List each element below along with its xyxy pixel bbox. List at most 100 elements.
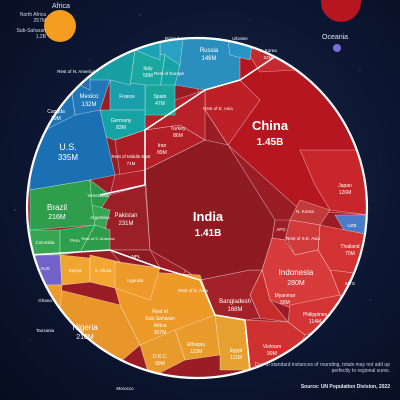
label-rest-ssa-name-1: Rest of [152,309,168,315]
legend-sub-saharan-value: 1.2B [35,34,46,40]
label-spain-name: Spain [154,94,167,100]
label-france-name: France [119,94,135,100]
label-rest-n-america-name: Rest of N. America [57,69,95,74]
cell-spain [144,84,176,116]
label-bangladesh-name: Bangladesh [219,299,251,305]
label-rest-europe-name: Rest of Europe [154,71,185,76]
label-tanzania-name: Tanzania [36,328,55,333]
footnote: Due to standard instances of rounding, t… [254,362,390,374]
legend-sub-saharan: Sub-Saharan 1.2B [0,28,46,40]
asia-border [99,39,301,196]
label-ghana-name: Ghana [38,298,52,303]
label-japan-value: 126M [339,190,352,196]
label-rest-s-america-name: Rest of S. America [81,236,115,241]
label-drc-name: D.R.C. [153,354,168,360]
label-japan-name: Japan [338,183,352,189]
label-myanmar-name: Myanmar [275,293,296,299]
label-russia-value: 146M [201,56,216,62]
label-ukraine-name: Ukraine [232,36,248,41]
oceania-region-title: Oceania [322,34,349,41]
cell-uganda [114,261,161,301]
label-morocco-name: Morocco [116,386,134,391]
label-peru-name: Peru [70,238,80,243]
cell-drc [139,329,186,378]
label-us-value: 335M [58,153,78,162]
label-drc-value: 99M [155,361,165,367]
label-afg-name: AFG [276,227,286,232]
label-uzb-name: UZB [348,223,357,228]
label-rest-middle-east-name: Rest of Middle East [111,154,151,159]
legend-north-africa-value: 257M [33,18,46,24]
cell-uzb [334,214,367,236]
africa-region-title: Africa [52,3,70,10]
africa-bubble [44,10,76,42]
label-us-name: U.S. [59,142,77,152]
cell-india [144,139,276,281]
label-germany-value: 83M [116,125,126,131]
label-italy-name: Italy [143,66,153,72]
label-italy-value: 59M [143,73,153,79]
label-philippines-value: 114M [309,319,321,325]
outer-circle [25,36,369,380]
label-iran-value: 89M [157,150,167,156]
star-field [14,14,381,341]
label-mexico-value: 132M [81,102,96,108]
label-iran-name: Iran [158,143,167,149]
label-egypt-name: Egypt [230,348,243,354]
label-poland-name: Poland [165,36,180,41]
label-turkey-value: 86M [173,133,183,139]
label-canada-value: 39M [51,116,61,122]
label-india-name: India [193,209,224,224]
label-rest-ssa-value: 307M [154,330,167,336]
label-rest-e-asia-name: Rest of E. Asia [203,106,233,111]
label-myanmar-value: 55M [280,300,290,306]
label-aus-name: AUS [40,266,49,271]
label-mexico-name: Mexico [79,94,99,100]
label-venezuela-name: Venezuela [87,193,109,198]
label-rest-se-asia-name: Rest of S.E. Asia [286,236,320,241]
label-brazil-name: Brazil [47,203,67,212]
label-s-korea-value: 52M [264,55,273,60]
label-vietnam-name: Vietnam [263,344,281,350]
legend-north-africa-label: North Africa [19,12,46,18]
label-argentina-name: Argentina [90,215,110,220]
label-nigeria-name: Nigeria [72,323,98,332]
label-rest-ssa-name-3: Africa [154,323,167,329]
label-ethiopia-value: 123M [190,349,203,355]
label-s-africa-name: S. Africa [95,268,112,273]
label-uganda-name: Uganda [127,278,143,283]
source-note: Source: UN Population Division, 2022 [300,384,390,390]
label-spain-value: 47M [155,101,165,107]
label-rest-middle-east-value: 71M [127,161,136,166]
label-colombia-name: Colombia [35,240,55,245]
label-turkey-name: Turkey [170,126,186,132]
label-rest-ssa-name-2: Sub-Saharan [145,316,175,322]
label-china-value: 1.45B [257,137,284,148]
label-egypt-value: 111M [230,355,242,361]
label-china-name: China [252,118,289,133]
label-germany-name: Germany [111,118,132,124]
label-thailand-name: Thailand [340,244,359,250]
legend-sub-saharan-label: Sub-Saharan [16,28,46,34]
label-mys-name: MYS [345,281,355,286]
label-kenya-name: Kenya [69,268,82,273]
label-npl-name: NPL [132,254,141,259]
asia-bubble [321,0,361,22]
oceania-bubble [333,44,341,52]
label-s-korea-name: S. Korea [259,48,277,53]
label-bangladesh-value: 168M [227,307,242,313]
label-pakistan-value: 231M [118,221,133,227]
label-indonesia-value: 280M [287,280,305,287]
label-thailand-value: 70M [345,251,355,257]
label-n-korea-name: N. Korea [296,209,314,214]
label-indonesia-name: Indonesia [279,268,314,277]
label-pakistan-name: Pakistan [114,213,137,219]
africa-border [29,249,251,371]
label-brazil-value: 216M [48,214,66,221]
label-philippines-name: Philippines [303,312,328,318]
cell-rest-n-america [59,59,91,91]
label-nigeria-value: 218M [76,334,94,341]
label-canada-name: Canada [47,109,65,115]
label-vietnam-value: 99M [267,351,277,357]
